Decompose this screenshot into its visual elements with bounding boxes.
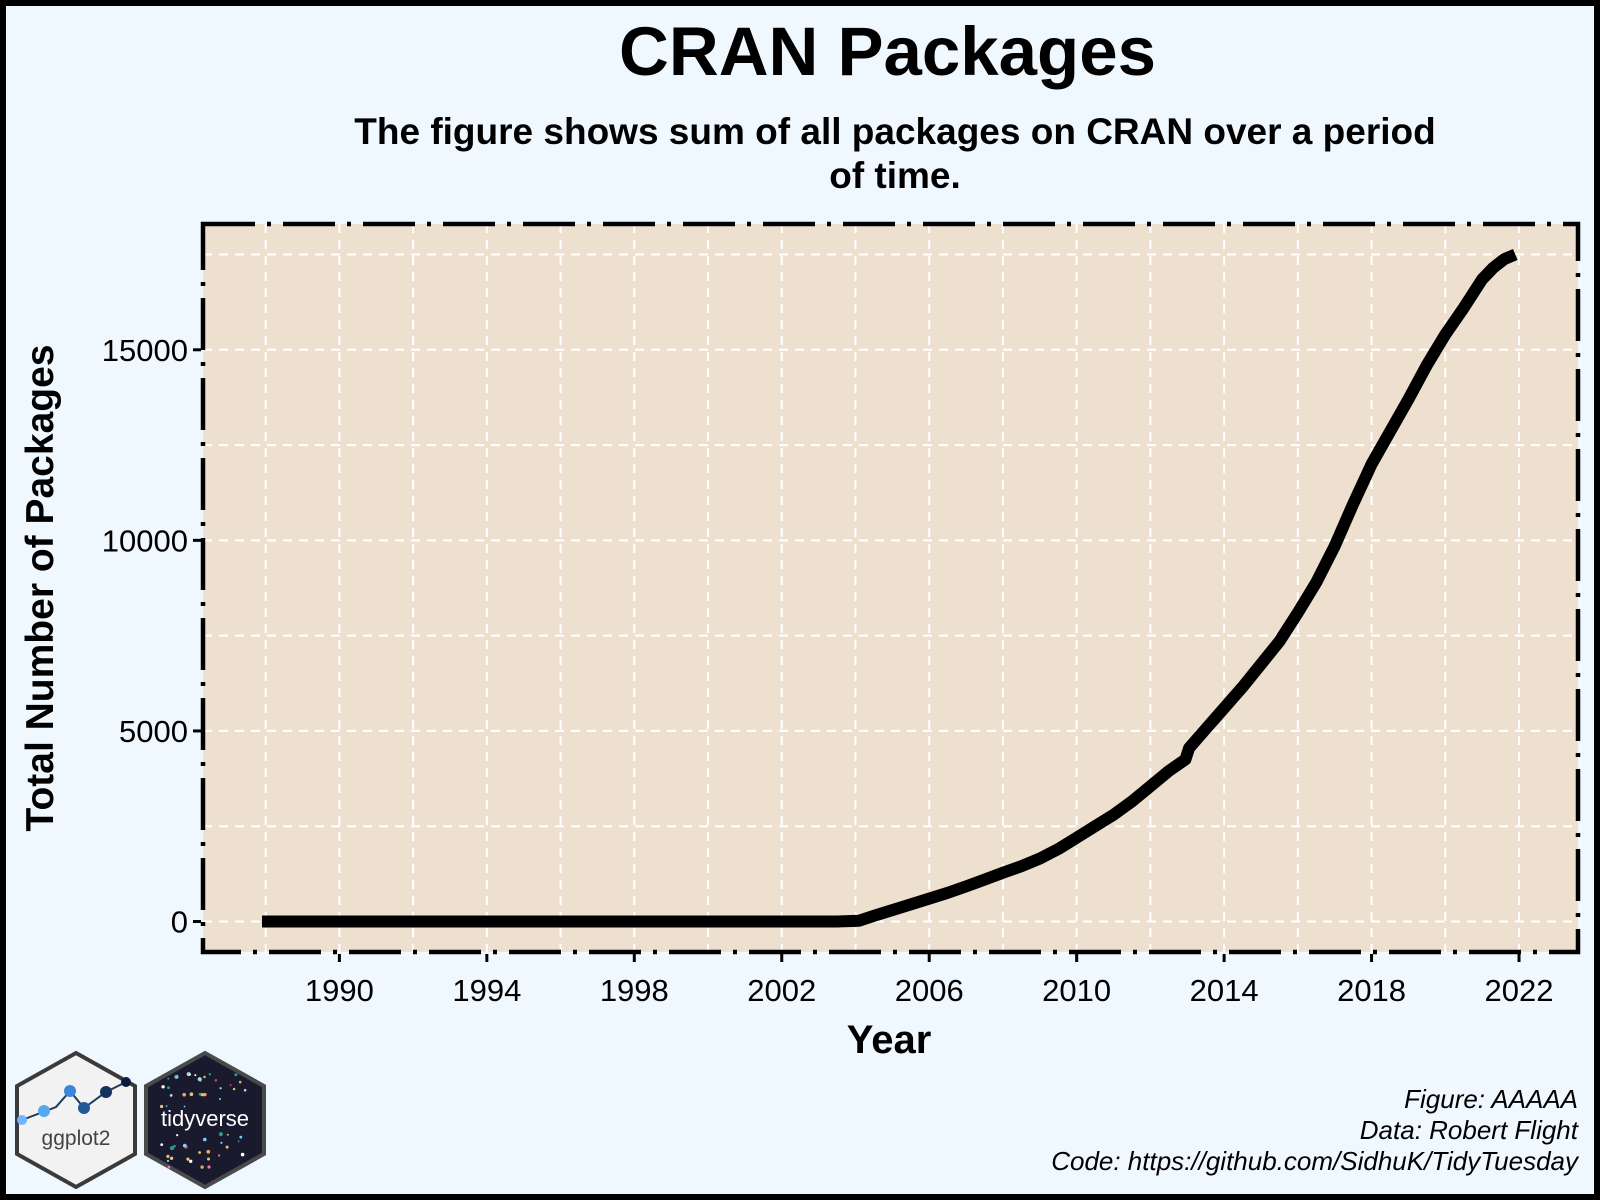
tidyverse-logo-dot — [166, 1159, 170, 1162]
x-axis-title: Year — [847, 1018, 932, 1062]
y-axis-title: Total Number of Packages — [19, 345, 62, 832]
x-tick-label: 1998 — [600, 973, 669, 1008]
tidyverse-logo-dot — [219, 1087, 222, 1090]
tidyverse-logo-dot — [176, 1134, 179, 1137]
tidyverse-logo-dot — [167, 1077, 170, 1080]
tidyverse-logo-dot — [240, 1152, 245, 1157]
tidyverse-logo-dot — [208, 1073, 211, 1076]
x-tick-label: 1994 — [452, 973, 521, 1008]
x-tick-label: 2010 — [1042, 973, 1111, 1008]
tidyverse-logo-dot — [166, 1154, 170, 1158]
tidyverse-logo-dot — [232, 1087, 236, 1091]
tidyverse-logo-dot — [226, 1133, 229, 1136]
x-tick-label: 2022 — [1485, 973, 1554, 1008]
tidyverse-logo-dot — [167, 1165, 171, 1169]
tidyverse-logo-dot — [197, 1077, 202, 1082]
tidyverse-logo-dot — [173, 1144, 176, 1148]
tidyverse-logo-dot — [161, 1085, 165, 1089]
y-tick-label: 0 — [171, 905, 188, 940]
tidyverse-logo-dot — [243, 1088, 247, 1092]
tidyverse-logo-dot — [189, 1092, 194, 1096]
plot-panel — [203, 224, 1578, 952]
tidyverse-logo: tidyverse — [144, 1050, 266, 1190]
tidyverse-logo-dot — [200, 1093, 204, 1097]
tidyverse-logo-dot — [203, 1075, 206, 1079]
tidyverse-logo-dot — [167, 1086, 170, 1090]
tidyverse-logo-dot — [169, 1156, 174, 1160]
tidyverse-logo-dot — [182, 1143, 187, 1148]
chart-subtitle: The figure shows sum of all packages on … — [354, 111, 1436, 196]
tidyverse-logo-dot — [214, 1079, 218, 1082]
ggplot2-logo: ggplot2 — [15, 1050, 137, 1190]
tidyverse-logo-dot — [203, 1092, 207, 1097]
caption-data: Data: Robert Flight — [1359, 1115, 1578, 1145]
tidyverse-logo-dot — [207, 1157, 210, 1161]
tidyverse-logo-dot — [220, 1141, 223, 1144]
chart-title: CRAN Packages — [619, 13, 1156, 90]
tidyverse-logo-dot — [186, 1157, 190, 1161]
tidyverse-logo-dot — [200, 1165, 204, 1169]
caption-figure: Figure: AAAAA — [1404, 1084, 1578, 1114]
tidyverse-logo-dot — [218, 1154, 221, 1157]
tidyverse-logo-dot — [169, 1094, 173, 1097]
tidyverse-logo-dot — [170, 1146, 174, 1151]
tidyverse-logo-dot — [198, 1151, 201, 1154]
tidyverse-logo-dot — [160, 1104, 164, 1109]
tidyverse-logo-dot — [189, 1073, 191, 1076]
tidyverse-logo-dot — [206, 1149, 211, 1154]
series-line-0 — [262, 248, 1518, 928]
tidyverse-logo-dot — [165, 1105, 168, 1108]
tidyverse-logo-text: tidyverse — [161, 1106, 249, 1131]
tidyverse-logo-dot — [183, 1105, 186, 1108]
tidyverse-logo-dot — [182, 1092, 186, 1097]
x-tick-label: 2014 — [1190, 973, 1259, 1008]
tidyverse-logo-dot — [189, 1159, 193, 1163]
tidyverse-logo-dot — [203, 1137, 207, 1142]
ggplot2-logo-text: ggplot2 — [42, 1127, 111, 1150]
tidyverse-logo-dot — [207, 1165, 211, 1169]
tidyverse-logo-dot — [194, 1074, 197, 1077]
x-tick-label: 2018 — [1337, 973, 1406, 1008]
y-tick-label: 15000 — [102, 333, 188, 368]
caption-code: Code: https://github.com/SidhuK/TidyTues… — [1051, 1146, 1578, 1176]
tidyverse-logo-dot — [174, 1074, 177, 1077]
tidyverse-logo-dot — [160, 1143, 164, 1146]
tidyverse-logo-dot — [229, 1084, 232, 1087]
tidyverse-logo-dot — [239, 1135, 243, 1139]
tidyverse-logo-dot — [234, 1073, 238, 1077]
x-tick-label: 1990 — [305, 973, 374, 1008]
tidyverse-logo-dot — [219, 1098, 222, 1100]
tidyverse-logo-dot — [225, 1145, 229, 1149]
panel-border — [200, 221, 1581, 955]
caption: Figure: AAAAA Data: Robert Flight Code: … — [1051, 1084, 1578, 1177]
y-tick-label: 10000 — [102, 523, 188, 558]
y-tick-label: 5000 — [119, 714, 188, 749]
tidyverse-logo-dot — [237, 1140, 240, 1143]
tidyverse-logo-dot — [238, 1080, 242, 1084]
tidyverse-logo-dot — [218, 1132, 223, 1137]
x-tick-label: 2002 — [747, 973, 816, 1008]
x-tick-label: 2006 — [895, 973, 964, 1008]
